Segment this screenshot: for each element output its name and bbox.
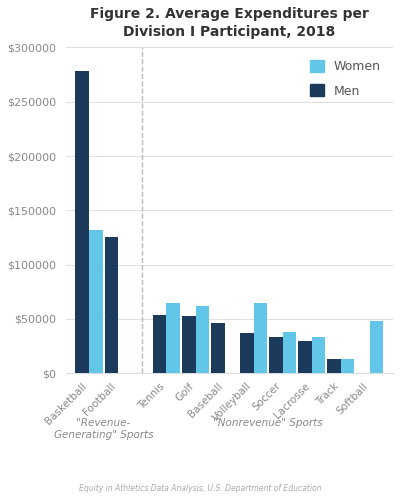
Text: "Nonrevenue" Sports: "Nonrevenue" Sports [213,418,323,428]
Bar [240,333,254,373]
Bar [89,230,102,373]
Bar [166,303,180,373]
Bar [341,359,354,373]
Bar [254,303,267,373]
Bar [196,306,209,373]
Bar [283,332,296,373]
Bar [153,315,166,373]
Bar [298,341,312,373]
Legend: Women, Men: Women, Men [304,54,387,104]
Text: Equity in Athletics Data Analysis, U.S. Department of Education: Equity in Athletics Data Analysis, U.S. … [79,484,321,493]
Title: Figure 2. Average Expenditures per
Division I Participant, 2018: Figure 2. Average Expenditures per Divis… [90,7,369,39]
Bar [182,316,196,373]
Bar [104,238,118,373]
Bar [370,321,383,373]
Bar [312,338,325,373]
Text: "Revenue-
Generating" Sports: "Revenue- Generating" Sports [54,418,153,440]
Bar [269,338,283,373]
Bar [211,323,224,373]
Bar [76,71,89,373]
Bar [327,359,341,373]
